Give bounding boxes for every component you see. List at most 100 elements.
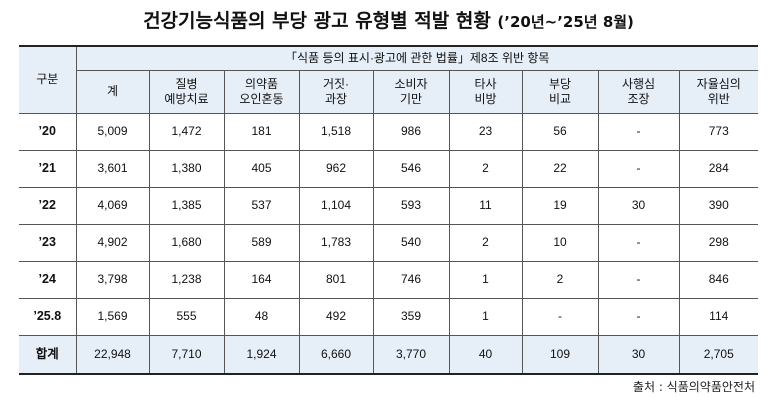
column-header-row: 계 질병 예방치료 의약품 오인혼동 거짓· 과장 소비자 기만 타사 비방 부당 비교 사행심 조장 자율심… xyxy=(19,69,758,114)
table-cell: 555 xyxy=(148,297,225,336)
table-cell: 1,472 xyxy=(148,112,225,151)
table-cell: 390 xyxy=(678,186,758,225)
table-cell: 540 xyxy=(372,223,450,262)
table-cell: 22,948 xyxy=(75,334,150,374)
violations-table: 구분 「식품 등의 표시·광고에 관한 법률」제8조 위반 항목 계 질병 예방치료… xyxy=(19,45,758,375)
column-header-line: 조장 xyxy=(627,91,650,106)
table-cell: 5,009 xyxy=(75,112,150,151)
table-cell: 109 xyxy=(521,334,599,374)
column-header-line: 계 xyxy=(106,84,119,98)
row-label: ’23 xyxy=(19,223,77,262)
table-cell: 593 xyxy=(372,186,450,225)
table-cell: 1,924 xyxy=(223,334,300,374)
table-cell: 801 xyxy=(298,260,374,299)
column-header-line: 의약품 xyxy=(244,76,279,91)
table-cell: 746 xyxy=(372,260,450,299)
table-cell: 537 xyxy=(223,186,300,225)
column-header: 소비자 기만 xyxy=(372,69,450,114)
table-cell: 23 xyxy=(448,112,523,151)
table-cell: 359 xyxy=(372,297,450,336)
table-cell: 3,798 xyxy=(75,260,150,299)
column-header: 계 xyxy=(76,69,150,114)
table-cell: - xyxy=(521,297,599,336)
column-header: 의약품 오인혼동 xyxy=(223,69,300,114)
table-cell: 298 xyxy=(678,223,758,262)
title-main: 건강기능식품의 부당 광고 유형별 적발 현황 xyxy=(143,10,491,32)
row-label: ’25.8 xyxy=(19,297,77,336)
column-header-line: 오인혼동 xyxy=(239,91,284,106)
title-period: (’20년~’25년 8월) xyxy=(497,13,634,31)
page-title: 건강기능식품의 부당 광고 유형별 적발 현황 (’20년~’25년 8월) xyxy=(0,6,777,33)
table-cell: 19 xyxy=(521,186,599,225)
table-cell: 589 xyxy=(223,223,300,262)
column-header: 자율심의 위반 xyxy=(678,69,758,114)
column-header-line: 부당 xyxy=(548,76,572,91)
table-cell: 1,104 xyxy=(298,186,374,225)
table-cell: 986 xyxy=(372,112,450,151)
row-label: ’21 xyxy=(19,149,77,188)
table-cell: 284 xyxy=(678,149,758,188)
table-cell: 11 xyxy=(448,186,523,225)
column-header-line: 사행심 xyxy=(621,76,656,91)
row-label: 합계 xyxy=(19,334,77,374)
table-cell: 2,705 xyxy=(678,334,758,374)
column-header-line: 자율심의 xyxy=(696,76,741,91)
table-cell: 846 xyxy=(678,260,758,299)
column-header: 타사 비방 xyxy=(448,69,523,114)
table-cell: 1,680 xyxy=(148,223,225,262)
table-cell: 164 xyxy=(223,260,300,299)
row-label: ’22 xyxy=(19,186,77,225)
table-cell: 40 xyxy=(448,334,523,374)
column-header: 질병 예방치료 xyxy=(148,69,225,114)
table-cell: - xyxy=(597,260,680,299)
table-cell: - xyxy=(597,149,680,188)
table-cell: 773 xyxy=(678,112,758,151)
table-row: ’22 4,069 1,385 537 1,104 593 11 19 30 390 xyxy=(19,186,758,225)
column-header-line: 거짓· xyxy=(322,76,350,91)
column-header: 부당 비교 xyxy=(521,69,599,114)
category-header: 구분 xyxy=(19,45,77,114)
table-cell: 7,710 xyxy=(148,334,225,374)
table-cell: 1,518 xyxy=(298,112,374,151)
table-cell: 30 xyxy=(597,186,680,225)
table-cell: 1,238 xyxy=(148,260,225,299)
table-cell: 3,601 xyxy=(75,149,150,188)
row-label: ’20 xyxy=(19,112,77,151)
column-header-line: 위반 xyxy=(707,91,730,106)
table-cell: 6,660 xyxy=(298,334,374,374)
table-cell: 1,385 xyxy=(148,186,225,225)
column-header-line: 예방치료 xyxy=(164,91,209,106)
table-cell: 1 xyxy=(448,297,523,336)
column-header-line: 기만 xyxy=(399,91,423,106)
table-cell: 2 xyxy=(448,149,523,188)
table-cell: 405 xyxy=(223,149,300,188)
table-cell: 10 xyxy=(521,223,599,262)
table-row: ’20 5,009 1,472 181 1,518 986 23 56-773 xyxy=(19,112,758,151)
column-header: 거짓· 과장 xyxy=(298,69,374,114)
table-cell: 492 xyxy=(298,297,374,336)
group-header: 「식품 등의 표시·광고에 관한 법률」제8조 위반 항목 xyxy=(75,45,758,71)
column-header-line: 비방 xyxy=(474,91,497,106)
table-cell: 1,783 xyxy=(298,223,374,262)
table-row: ’23 4,902 1,680 589 1,783 540 2 10-298 xyxy=(19,223,758,262)
table-cell: 114 xyxy=(678,297,758,336)
total-row: 합계 22,948 7,710 1,924 6,660 3,770 40 109 30 2,705 xyxy=(19,334,758,374)
table-cell: 22 xyxy=(521,149,599,188)
table-cell: - xyxy=(597,112,680,151)
table-cell: 48 xyxy=(223,297,300,336)
column-header: 사행심 조장 xyxy=(597,69,680,114)
table-cell: 1,569 xyxy=(75,297,150,336)
table-cell: 4,902 xyxy=(75,223,150,262)
table-cell: 1,380 xyxy=(148,149,225,188)
table-cell: 1 xyxy=(448,260,523,299)
table-cell: 3,770 xyxy=(372,334,450,374)
table-cell: 4,069 xyxy=(75,186,150,225)
column-header-line: 질병 xyxy=(175,76,198,91)
source-note: 출처 : 식품의약품안전처 xyxy=(632,380,755,394)
column-header-line: 소비자 xyxy=(394,76,428,91)
table-cell: - xyxy=(597,223,680,262)
table-cell: - xyxy=(597,297,680,336)
table-cell: 30 xyxy=(597,334,680,374)
row-label: ’24 xyxy=(19,260,77,299)
column-header-line: 비교 xyxy=(548,91,572,106)
